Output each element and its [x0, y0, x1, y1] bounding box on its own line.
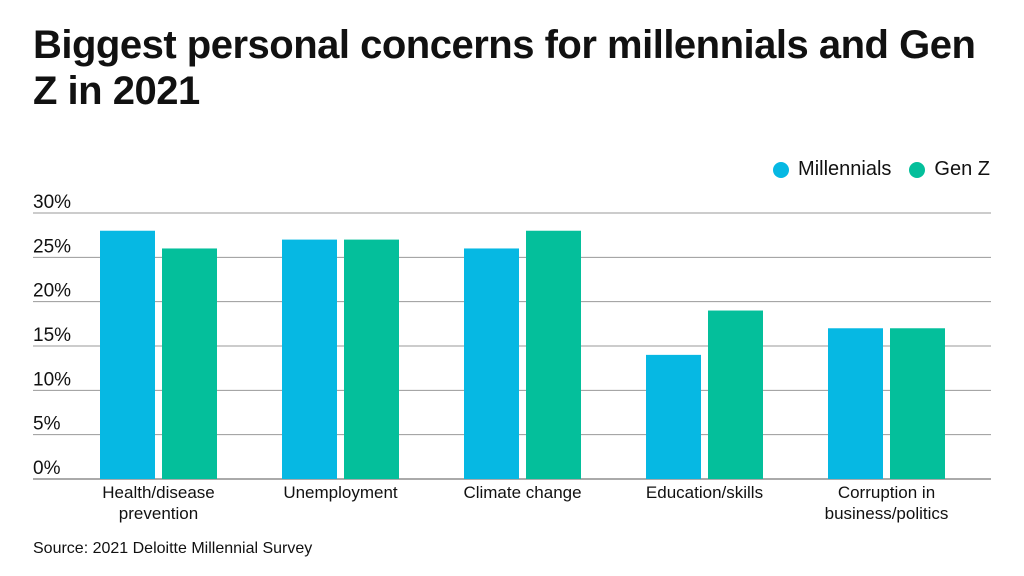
y-tick-label: 10%	[33, 369, 71, 390]
bar-millennials-4	[828, 328, 883, 479]
x-tick-label: Unemployment	[283, 483, 398, 502]
x-tick-label: Climate change	[463, 483, 581, 502]
legend-label-millennials: Millennials	[798, 158, 892, 180]
legend-swatch-genz	[909, 161, 926, 178]
x-tick-label: prevention	[119, 504, 198, 523]
bar-genz-3	[708, 310, 763, 479]
bar-millennials-0	[100, 230, 155, 479]
legend-item-genz: Gen Z	[909, 158, 990, 181]
bar-genz-0	[162, 248, 217, 479]
chart-title: Biggest personal concerns for millennial…	[33, 23, 976, 113]
legend-item-millennials: Millennials	[773, 158, 891, 181]
bar-millennials-1	[282, 239, 337, 479]
y-tick-label: 5%	[33, 414, 61, 435]
y-tick-label: 25%	[33, 236, 71, 257]
bar-genz-2	[526, 230, 581, 479]
bar-millennials-2	[464, 248, 519, 479]
x-tick-label: Corruption in	[838, 483, 935, 502]
x-tick-label: Education/skills	[646, 483, 763, 502]
y-tick-label: 0%	[33, 458, 61, 479]
bar-genz-4	[890, 328, 945, 479]
y-tick-label: 20%	[33, 281, 71, 302]
bar-millennials-3	[646, 354, 701, 479]
source-note: Source: 2021 Deloitte Millennial Survey	[33, 540, 313, 557]
bar-genz-1	[344, 239, 399, 479]
legend: Millennials Gen Z	[773, 158, 990, 181]
legend-label-genz: Gen Z	[934, 158, 990, 180]
x-tick-label: business/politics	[825, 504, 949, 523]
y-tick-label: 30%	[33, 192, 71, 213]
y-tick-label: 15%	[33, 325, 71, 346]
legend-swatch-millennials	[773, 161, 790, 178]
x-tick-label: Health/disease	[102, 483, 214, 502]
